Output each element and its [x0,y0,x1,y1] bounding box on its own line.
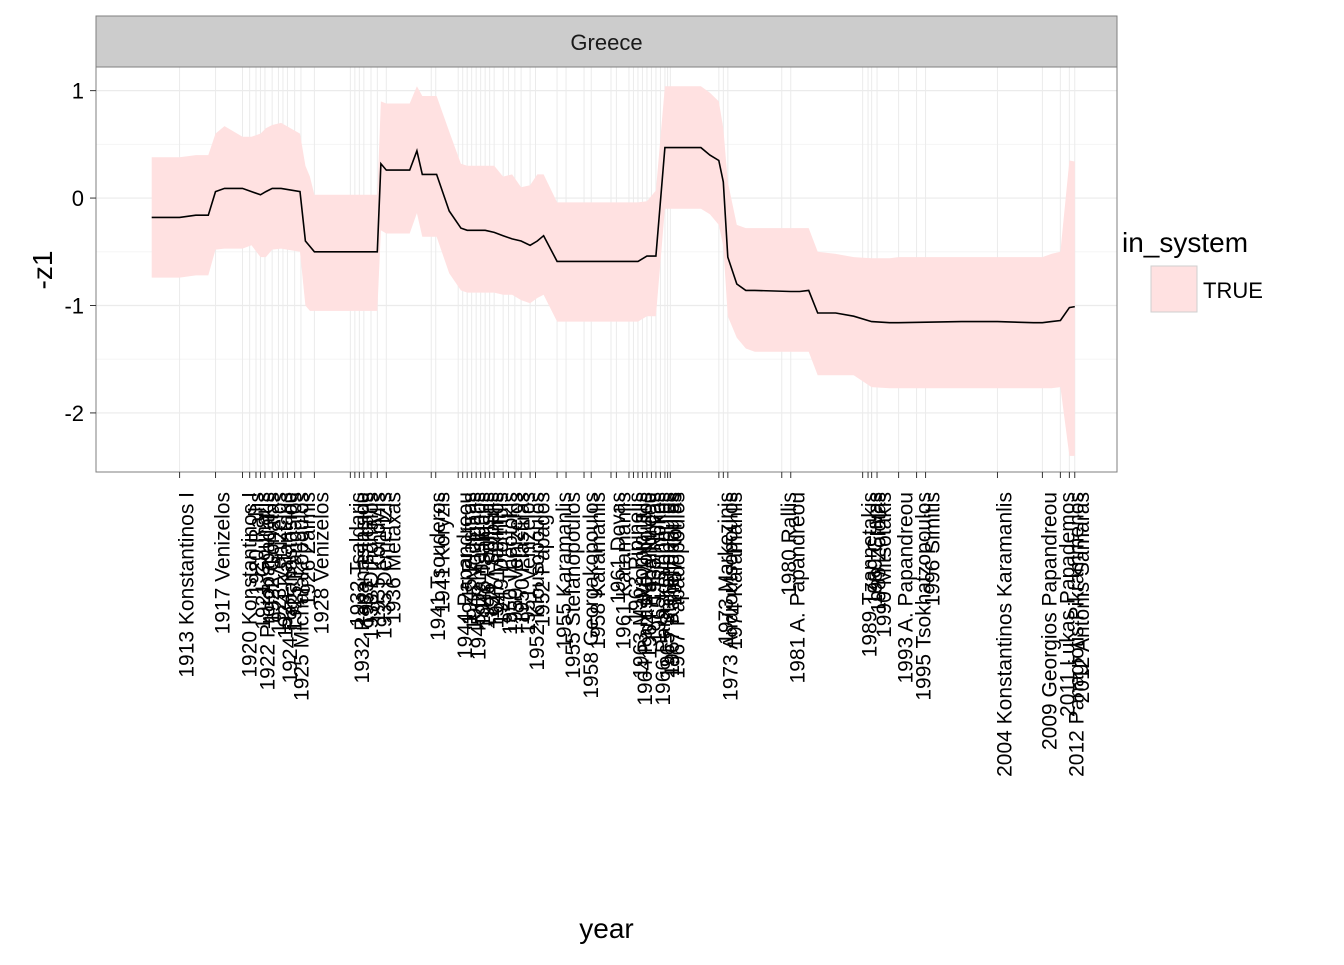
x-tick-label: 1924 Papanastasiou [279,492,302,683]
x-tick-label: 1980 Rallis [778,492,801,596]
x-tick-label: 1920 Rallis [246,492,269,596]
x-tick-label: 1966 Paraskevopoulos [652,492,675,706]
x-tick-label: 1958 Georgakopoulos [580,492,603,699]
x-tick-label: 1950 Plastiras [511,492,534,625]
x-tick-label: 1964 Papandreou [639,492,662,659]
x-tick-label: 1935 Demertzis [373,492,396,639]
x-tick-label: 1964 Paraskevopoulos [634,492,657,706]
x-tick-label: 1941 Tsouderos [427,492,450,641]
x-tick-label: 1947 Maximos [486,492,509,629]
x-tick-label: 1965 Novas [643,492,666,604]
x-tick-label: 2009 Georgios Papandreou [1038,492,1061,750]
x-tick-label: 1944 Papandreou [454,492,477,659]
x-tick-label: 1922 Protopapadakis [257,492,280,690]
y-tick-label: -2 [64,401,84,426]
x-tick-label: 1947 Sofoulis [481,492,504,619]
legend-title: in_system [1122,227,1248,258]
x-tick-label: 1955 Stefanopoulos [562,492,585,679]
x-tick-label: 1933 Tsaldaris [355,492,378,627]
x-tick-label: 1936 Metaxas [382,492,405,624]
x-tick-label: 1981 A. Papandreou [787,492,810,684]
x-tick-label: 1926 Zaimis [297,492,320,606]
x-axis-title: year [579,913,633,944]
x-tick-label: 1928 Venizelos [310,492,333,634]
series-line [151,146,1075,324]
x-axis: 1913 Konstantinos I 1917 Venizelos 1920 Ko… [176,472,1094,777]
x-tick-label: 1967 Papadopoulos [666,492,689,679]
x-tick-label: 1990 Mitsotakis [873,492,896,638]
x-tick-label: 2012 Panagiotis Pikrammenos [1065,492,1088,777]
x-tick-label: 1932 Tsaldaris [346,492,369,627]
line-layer [151,146,1075,324]
ribbon-area [151,86,1075,456]
x-tick-label: 1921 Gounaris [252,492,275,630]
x-tick-label: 1952 Papagos [532,492,555,627]
x-tick-label: 1945 Voulgaris [463,492,486,631]
x-tick-label: 1946 Poulitsas [477,492,500,630]
legend-label-true: TRUE [1203,278,1263,303]
x-tick-label: 1967 Kanellopoulos [661,492,684,677]
facet-label: Greece [570,30,642,55]
x-tick-label: 1922 Gonatas [261,492,284,624]
x-tick-label: 1925 Pangalos [283,492,306,632]
x-tick-label: 1989 Tzannetakis [859,492,882,657]
x-tick-label: 1974 Karamanlis [724,492,747,650]
x-tick-label: 1973 Androutsopoulos [719,492,742,701]
legend-key-true [1150,265,1198,313]
y-axis-title: -z1 [27,251,58,290]
x-tick-label: 1950 Theotokis [499,492,522,635]
x-tick-label: 1932 Papanastasiou [351,492,374,684]
x-tick-label: 1963 Pipinelis [625,492,648,623]
x-tick-label: 1920 Konstantinos I [239,492,262,678]
y-tick-label: 1 [72,79,84,104]
x-tick-label: 1941 Koryzis [432,492,455,613]
x-tick-label: 2004 Konstantinos Karamanlis [994,492,1017,777]
panel-border [95,66,1118,473]
x-tick-label: 2012 Antonis Samaras [1071,492,1094,703]
x-tick-label: 1945 Damaskinos [468,492,491,660]
x-tick-label: 1963 Mavromichalis [630,492,653,679]
legend: in_system TRUE [1122,227,1263,313]
x-tick-label: 1923 Venizelos [268,492,291,634]
x-tick-label: 1989 Grivas [864,492,887,605]
x-tick-label: 1955 Karamanlis [553,492,576,650]
y-tick-label: 0 [72,186,84,211]
x-tick-label: 1946 Tsaldaris [472,492,495,627]
x-tick-label: 1965 Stefanopoulos [656,492,679,679]
x-tick-label: 1952 Kiousopoulos [526,492,549,671]
x-tick-label: 1917 Venizelos [212,492,235,634]
x-tick-label: 1945 Plastiras [459,492,482,625]
x-tick-label: 1951 Venizelos [517,492,540,634]
x-tick-label: 1924 Kafantaris [274,492,297,639]
x-tick-label: 1995 Tsokhatzopoulos [913,492,936,701]
x-tick-label: 1949 Diomidis [490,492,513,625]
x-tick-label: 2011 Lukas Papademos [1056,492,1079,717]
x-tick-label: 1967 Kollias [664,492,687,606]
x-tick-label: 1996 Simitis [922,492,945,606]
x-tick-label: 1925 Michalakopoulos [291,492,314,701]
ribbon-layer [151,86,1075,456]
x-tick-label: 1933 Othonaios [360,492,383,640]
facet-strip [95,15,1118,68]
x-tick-label: 1973 Markezinis [715,492,738,645]
x-tick-label: 1961 Dovas [607,492,630,604]
x-tick-label: 1989 Zolotas [868,492,891,613]
x-tick-label: 1961 Karamanlis [612,492,635,650]
x-tick-label: 1935 Kondylis [367,492,390,624]
x-tick-label: 1958 Karamanlis [587,492,610,650]
x-tick-label: 1965 Tsirimokos [647,492,670,643]
x-tick-label: 1993 A. Papandreou [895,492,918,684]
x-tick-label: 1913 Konstantinos I [176,492,199,678]
y-axis: 1 0 -1 -2 [64,79,96,426]
x-tick-label: 1950 Venizelos [505,492,528,634]
y-tick-label: -1 [64,293,84,318]
